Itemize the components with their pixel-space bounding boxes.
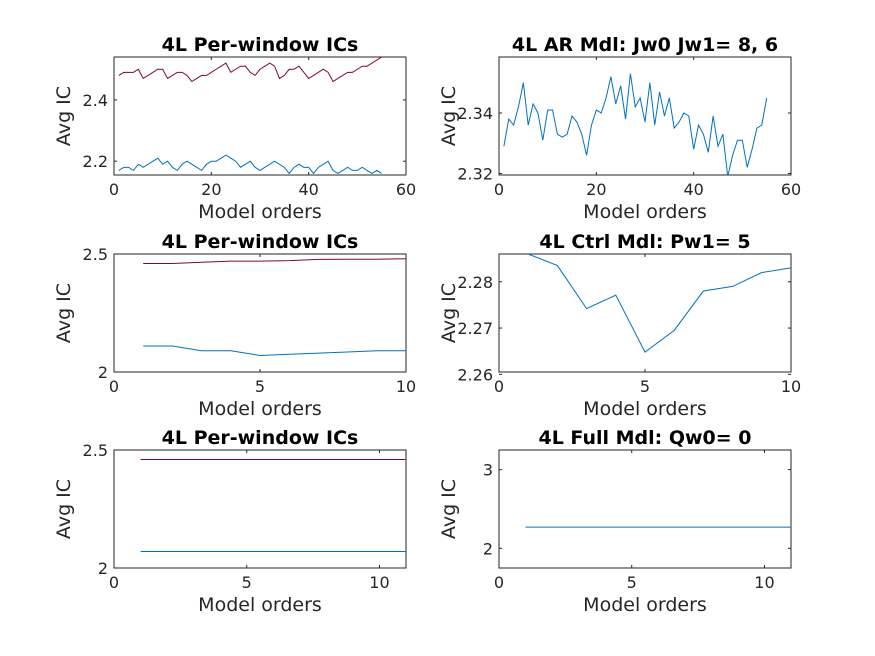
x-tick-label: 0 (109, 573, 119, 592)
subplot-3: 0 5 10 2 2.5 4L Per-window ICs Model orders Avg… (53, 231, 416, 420)
x-tick-label: 40 (298, 180, 318, 199)
series-line-1 (503, 73, 768, 175)
series-line-2 (143, 345, 406, 356)
axes-box (498, 253, 792, 373)
x-tick-label: 0 (494, 377, 504, 396)
y-axis-label: Avg IC (438, 86, 460, 146)
x-tick-label: 5 (640, 377, 650, 396)
subplot-1: 0 20 40 60 2.2 2.4 4L Per-window ICs Model orde… (53, 34, 416, 223)
axes-box (498, 56, 792, 176)
x-tick-label: 0 (494, 573, 504, 592)
x-axis-label: Model orders (583, 398, 707, 420)
x-tick-label: 60 (781, 180, 801, 199)
x-tick-label: 10 (396, 377, 416, 396)
y-tick-label: 2 (483, 539, 493, 558)
y-axis-label: Avg IC (53, 86, 75, 146)
subplot-2: 0 20 40 60 2.32 2.34 4L AR Mdl: Jw0 Jw1= 8, 6 M… (438, 34, 801, 223)
axes-box (113, 56, 407, 176)
y-tick-label: 2.5 (83, 245, 108, 264)
subplot-4: 0 5 10 2.26 2.27 2.28 4L Ctrl Mdl: Pw1= 5 Model… (438, 231, 801, 420)
x-tick-label: 5 (242, 573, 252, 592)
y-tick-label: 2.32 (457, 164, 493, 183)
x-tick-label: 0 (494, 180, 504, 199)
subplot-title: 4L AR Mdl: Jw0 Jw1= 8, 6 (512, 34, 778, 56)
subplot-title: 4L Per-window ICs (162, 34, 359, 56)
subplot-title: 4L Full Mdl: Qw0= 0 (538, 427, 751, 449)
series-line-2 (118, 154, 382, 175)
x-tick-label: 10 (781, 377, 801, 396)
x-tick-label: 60 (396, 180, 416, 199)
y-tick-label: 2.4 (83, 91, 108, 110)
series-line-1 (118, 57, 382, 83)
y-tick-label: 2.34 (457, 104, 493, 123)
subplot-title: 4L Per-window ICs (162, 427, 359, 449)
subplot-title: 4L Per-window ICs (162, 231, 359, 253)
y-axis-label: Avg IC (438, 283, 460, 343)
y-tick-label: 3 (483, 461, 493, 480)
subplot-6: 0 5 10 2 3 4L Full Mdl: Qw0= 0 Model orders Avg… (438, 427, 792, 616)
subplot-title: 4L Ctrl Mdl: Pw1= 5 (539, 231, 750, 253)
x-axis-label: Model orders (198, 398, 322, 420)
x-tick-label: 5 (627, 573, 637, 592)
x-axis-label: Model orders (198, 201, 322, 223)
x-tick-label: 0 (109, 180, 119, 199)
x-tick-label: 10 (754, 573, 774, 592)
x-axis-label: Model orders (198, 594, 322, 616)
series-line-1 (528, 254, 791, 353)
x-axis-label: Model orders (583, 201, 707, 223)
x-tick-label: 40 (683, 180, 703, 199)
y-tick-label: 2 (98, 363, 108, 382)
x-tick-label: 0 (109, 377, 119, 396)
y-axis-label: Avg IC (438, 479, 460, 539)
y-tick-label: 2.28 (457, 273, 493, 292)
y-axis-label: Avg IC (53, 283, 75, 343)
x-axis-label: Model orders (583, 594, 707, 616)
y-tick-label: 2 (98, 559, 108, 578)
y-tick-label: 2.27 (457, 319, 493, 338)
x-tick-label: 20 (201, 180, 221, 199)
subplot-5: 0 5 10 2 2.5 4L Per-window ICs Model orders Avg… (53, 427, 407, 616)
axes-box (113, 449, 407, 569)
y-tick-label: 2.2 (83, 152, 108, 171)
series-line-1 (143, 258, 406, 264)
x-tick-label: 20 (586, 180, 606, 199)
x-tick-label: 5 (255, 377, 265, 396)
x-tick-label: 10 (369, 573, 389, 592)
axes-box (498, 449, 792, 569)
y-tick-label: 2.5 (83, 441, 108, 460)
y-axis-label: Avg IC (53, 479, 75, 539)
axes-box (113, 253, 407, 373)
y-tick-label: 2.26 (457, 365, 493, 384)
